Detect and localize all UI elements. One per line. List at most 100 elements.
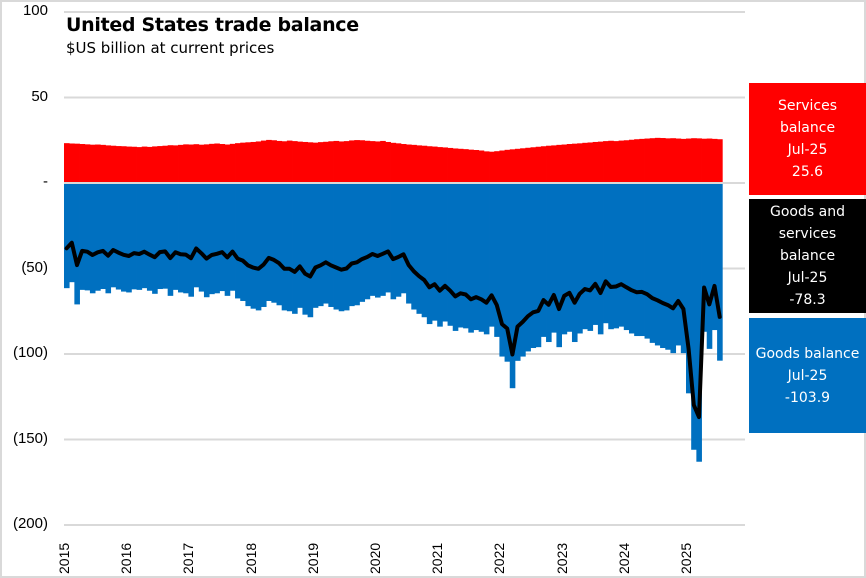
goods-bar xyxy=(452,183,459,331)
services-bar xyxy=(711,138,718,183)
services-bar xyxy=(115,146,122,183)
services-bar xyxy=(141,146,148,183)
goods-bar xyxy=(276,183,283,306)
goods-bar xyxy=(312,183,319,308)
services-bar xyxy=(260,140,267,183)
goods-bar xyxy=(639,183,645,337)
goods-bar xyxy=(141,183,148,289)
services-bar xyxy=(198,144,205,183)
y-tick-label: 50 xyxy=(31,87,48,105)
goods-name-1: Goods balance xyxy=(755,345,860,362)
goods-bar xyxy=(711,183,718,331)
services-bar xyxy=(380,140,386,183)
goods-bar xyxy=(514,183,521,361)
goods-bar xyxy=(592,183,599,325)
goods-bar xyxy=(686,183,692,394)
goods-bar xyxy=(426,183,433,325)
goods-bar xyxy=(380,183,386,296)
services-bar xyxy=(644,138,651,183)
goods-bar xyxy=(463,183,469,329)
goods-bar xyxy=(400,183,407,294)
services-bar xyxy=(483,151,490,183)
services-bar xyxy=(416,145,423,183)
services-bar xyxy=(696,138,702,183)
services-bar xyxy=(608,140,614,183)
goods-bar xyxy=(292,183,298,314)
goods-bar xyxy=(95,183,101,291)
goods-bar xyxy=(499,183,505,357)
services-bar xyxy=(245,142,251,183)
total-name-2: services xyxy=(778,226,837,242)
services-bar xyxy=(634,139,640,183)
goods-bar xyxy=(696,183,702,462)
goods-bar xyxy=(203,183,210,298)
goods-bar xyxy=(235,183,241,299)
goods-bar xyxy=(483,183,490,335)
services-bar xyxy=(691,138,697,183)
services-bar xyxy=(307,142,314,183)
services-bar xyxy=(577,143,583,183)
services-bar xyxy=(561,144,568,183)
services-bar xyxy=(473,149,480,183)
goods-bar xyxy=(530,183,537,349)
goods-bar xyxy=(457,183,464,328)
services-bar xyxy=(126,146,132,183)
services-bar xyxy=(343,141,350,183)
goods-bar xyxy=(297,183,303,308)
services-bar xyxy=(701,138,708,183)
goods-bar xyxy=(157,183,163,290)
services-bar xyxy=(178,144,184,183)
services-bar xyxy=(224,144,231,183)
goods-bar xyxy=(105,183,112,294)
goods-bar xyxy=(411,183,417,310)
goods-bar xyxy=(717,183,723,361)
services-bar xyxy=(131,146,137,183)
services-bar xyxy=(551,145,557,183)
services-bar xyxy=(571,143,578,183)
services-bar xyxy=(328,141,334,183)
goods-bar xyxy=(421,183,428,318)
total-line xyxy=(64,240,722,420)
x-tick-label: 2022 xyxy=(491,542,508,574)
services-bar xyxy=(79,144,86,183)
services-bar xyxy=(468,149,474,183)
services-bar xyxy=(613,141,620,183)
x-tick-label: 2016 xyxy=(118,542,135,574)
services-bar xyxy=(463,149,469,183)
services-bar xyxy=(214,143,220,183)
services-bar xyxy=(566,144,573,183)
services-bar xyxy=(494,151,500,183)
goods-bar xyxy=(561,183,568,335)
x-tick-label: 2018 xyxy=(242,542,259,574)
services-bar xyxy=(587,142,594,183)
goods-bar xyxy=(69,183,75,283)
services-name-1: Services xyxy=(777,98,838,114)
services-bar xyxy=(717,139,723,183)
goods-bar xyxy=(509,183,516,389)
services-bar xyxy=(421,145,428,183)
services-bar xyxy=(152,146,158,183)
goods-bar xyxy=(240,183,246,301)
services-bar xyxy=(266,139,272,183)
services-bar xyxy=(64,143,70,183)
services-bar xyxy=(146,146,153,183)
goods-bar xyxy=(89,183,96,294)
services-bar xyxy=(546,145,552,183)
services-bar xyxy=(520,148,526,183)
services-bar xyxy=(229,143,236,183)
goods-bar xyxy=(525,183,531,352)
y-tick-label: - xyxy=(43,173,48,190)
goods-bar xyxy=(535,183,542,348)
services-name-2: balance xyxy=(779,120,836,136)
goods-bar xyxy=(680,183,687,354)
goods-bar xyxy=(219,183,226,292)
y-tick-label: (200) xyxy=(12,515,48,532)
goods-bar xyxy=(286,183,293,312)
services-bar xyxy=(271,140,277,183)
goods-bar xyxy=(623,183,630,331)
goods-bar xyxy=(385,183,391,293)
x-tick-label: 2023 xyxy=(553,542,570,574)
services-bar xyxy=(286,140,293,183)
goods-bar xyxy=(260,183,267,307)
goods-bar xyxy=(494,183,500,337)
